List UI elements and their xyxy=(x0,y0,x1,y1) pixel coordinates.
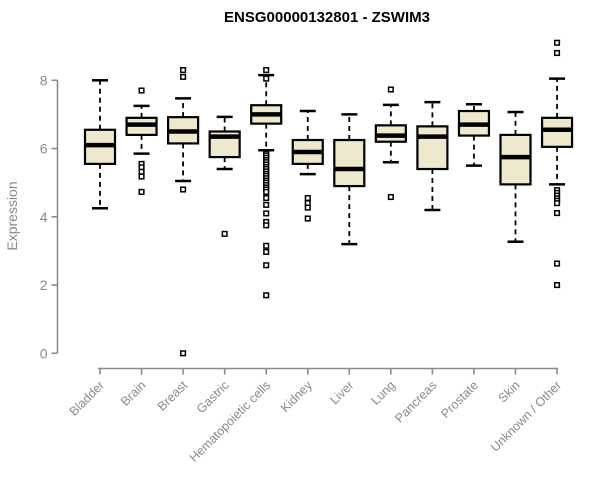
outlier-point-breast xyxy=(180,67,187,74)
x-tick-label: Brain xyxy=(118,378,149,409)
outlier-point-hematopoietic-cells xyxy=(263,242,270,249)
outlier-point-unknown-other xyxy=(554,39,561,46)
outlier-point-unknown-other xyxy=(554,209,561,217)
box-liver xyxy=(333,138,366,188)
x-tick-label: Pancreas xyxy=(392,378,439,425)
outlier-point-brain xyxy=(138,173,145,180)
chart-title: ENSG00000132801 - ZSWIM3 xyxy=(224,9,430,26)
outlier-point-kidney xyxy=(304,215,311,222)
x-tick-label: Prostate xyxy=(438,378,481,421)
outlier-point-gastric xyxy=(221,230,228,237)
outlier-point-brain xyxy=(138,168,145,175)
outlier-point-lung xyxy=(387,193,394,201)
outlier-point-brain xyxy=(138,188,145,195)
x-tick-label: Unknown / Other xyxy=(488,378,564,454)
x-tick-label: Kidney xyxy=(278,378,315,415)
x-tick-label: Breast xyxy=(155,378,191,414)
y-tick-label: 2 xyxy=(40,277,48,293)
outlier-point-hematopoietic-cells xyxy=(263,67,270,74)
x-tick-label: Hematopoietic cells xyxy=(187,378,274,465)
box-pancreas xyxy=(416,125,449,171)
outlier-point-hematopoietic-cells xyxy=(263,188,270,195)
x-tick-label: Lung xyxy=(368,378,398,408)
outlier-point-hematopoietic-cells xyxy=(263,194,270,202)
y-tick-label: 6 xyxy=(40,141,48,157)
outlier-point-unknown-other xyxy=(554,260,561,267)
outlier-point-lung xyxy=(387,86,394,93)
y-tick-label: 0 xyxy=(40,345,48,361)
outlier-point-kidney xyxy=(304,204,311,211)
box-unknown-other xyxy=(540,116,574,148)
outlier-point-brain xyxy=(138,87,145,94)
x-tick-label: Bladder xyxy=(67,378,107,418)
y-axis-title: Expression xyxy=(4,181,20,250)
outlier-point-unknown-other xyxy=(554,49,561,57)
y-tick-label: 4 xyxy=(40,209,48,225)
outlier-point-hematopoietic-cells xyxy=(263,222,270,229)
outlier-point-hematopoietic-cells xyxy=(263,292,270,299)
outlier-point-hematopoietic-cells xyxy=(263,75,270,82)
box-skin xyxy=(499,133,532,186)
outlier-point-unknown-other xyxy=(554,200,561,207)
outlier-point-hematopoietic-cells xyxy=(263,201,270,208)
plot-area: 0 2 4 6 8 Bladder Brain Breast GastricHematopoie… xyxy=(40,39,574,465)
y-tick-label: 8 xyxy=(40,72,48,88)
outlier-point-breast xyxy=(180,350,187,357)
outlier-point-hematopoietic-cells xyxy=(263,210,270,217)
x-tick-label: Skin xyxy=(496,378,523,405)
outlier-point-kidney xyxy=(304,194,311,202)
outlier-point-hematopoietic-cells xyxy=(263,248,270,255)
x-tick-label: Gastric xyxy=(194,378,232,416)
outlier-point-breast xyxy=(180,73,187,80)
outlier-point-unknown-other xyxy=(554,282,561,289)
x-tick-label: Liver xyxy=(327,378,356,407)
outlier-point-breast xyxy=(180,186,187,193)
outlier-point-hematopoietic-cells xyxy=(263,262,270,269)
